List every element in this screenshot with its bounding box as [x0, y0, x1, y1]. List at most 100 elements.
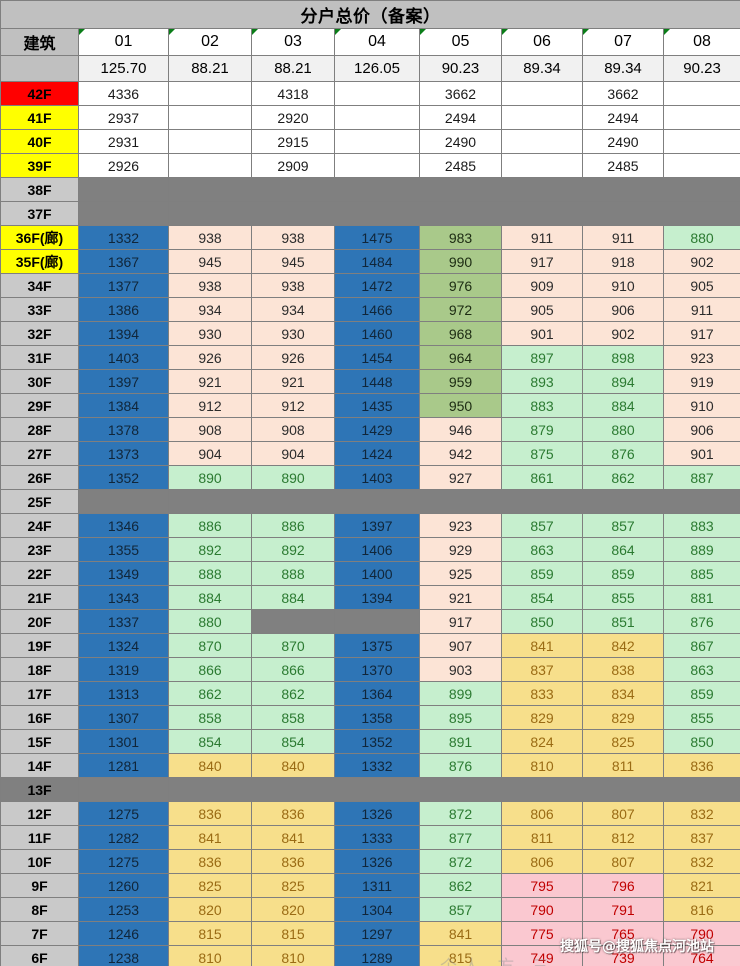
price-cell-22F-06[interactable]: 859 [501, 561, 583, 586]
floor-label-9F[interactable]: 9F [0, 873, 79, 898]
column-header-04[interactable]: 04 [334, 28, 420, 56]
price-cell-32F-06[interactable]: 901 [501, 321, 583, 346]
price-cell-33F-04[interactable]: 1466 [334, 297, 420, 322]
price-cell-24F-06[interactable]: 857 [501, 513, 583, 538]
price-cell-33F-05[interactable]: 972 [419, 297, 502, 322]
price-cell-8F-07[interactable]: 791 [582, 897, 664, 922]
price-cell-8F-04[interactable]: 1304 [334, 897, 420, 922]
price-cell-7F-03[interactable]: 815 [251, 921, 335, 946]
price-cell-11F-03[interactable]: 841 [251, 825, 335, 850]
price-cell-35F(廊)-05[interactable]: 990 [419, 249, 502, 274]
price-cell-10F-02[interactable]: 836 [168, 849, 252, 874]
column-header-03[interactable]: 03 [251, 28, 335, 56]
price-cell-12F-07[interactable]: 807 [582, 801, 664, 826]
floor-label-6F[interactable]: 6F [0, 945, 79, 966]
price-cell-9F-08[interactable]: 821 [662, 873, 740, 898]
price-cell-16F-04[interactable]: 1358 [334, 705, 420, 730]
price-cell-41F-08[interactable] [662, 105, 740, 130]
price-cell-21F-02[interactable]: 884 [168, 585, 252, 610]
price-cell-30F-06[interactable]: 893 [501, 369, 583, 394]
price-cell-31F-02[interactable]: 926 [168, 345, 252, 370]
floor-label-21F[interactable]: 21F [0, 585, 79, 610]
floor-label-41F[interactable]: 41F [0, 105, 79, 130]
price-cell-23F-04[interactable]: 1406 [334, 537, 420, 562]
price-cell-36F(廊)-03[interactable]: 938 [251, 225, 335, 250]
price-cell-27F-03[interactable]: 904 [251, 441, 335, 466]
price-cell-31F-04[interactable]: 1454 [334, 345, 420, 370]
floor-label-19F[interactable]: 19F [0, 633, 79, 658]
price-cell-18F-01[interactable]: 1319 [78, 657, 169, 682]
price-cell-28F-03[interactable]: 908 [251, 417, 335, 442]
floor-label-37F[interactable]: 37F [0, 201, 79, 226]
price-cell-32F-02[interactable]: 930 [168, 321, 252, 346]
price-cell-23F-06[interactable]: 863 [501, 537, 583, 562]
price-cell-14F-04[interactable]: 1332 [334, 753, 420, 778]
price-cell-20F-02[interactable]: 880 [168, 609, 252, 634]
price-cell-14F-08[interactable]: 836 [662, 753, 740, 778]
price-cell-19F-05[interactable]: 907 [419, 633, 502, 658]
price-cell-36F(廊)-05[interactable]: 983 [419, 225, 502, 250]
price-cell-26F-03[interactable]: 890 [251, 465, 335, 490]
price-cell-40F-01[interactable]: 2931 [78, 129, 169, 154]
floor-label-17F[interactable]: 17F [0, 681, 79, 706]
price-cell-28F-02[interactable]: 908 [168, 417, 252, 442]
price-cell-12F-04[interactable]: 1326 [334, 801, 420, 826]
price-cell-29F-05[interactable]: 950 [419, 393, 502, 418]
price-cell-36F(廊)-08[interactable]: 880 [662, 225, 740, 250]
price-cell-36F(廊)-07[interactable]: 911 [582, 225, 664, 250]
price-cell-15F-06[interactable]: 824 [501, 729, 583, 754]
price-cell-27F-08[interactable]: 901 [662, 441, 740, 466]
price-cell-27F-07[interactable]: 876 [582, 441, 664, 466]
price-cell-6F-02[interactable]: 810 [168, 945, 252, 966]
price-cell-6F-03[interactable]: 810 [251, 945, 335, 966]
price-cell-21F-05[interactable]: 921 [419, 585, 502, 610]
price-cell-42F-01[interactable]: 4336 [78, 81, 169, 106]
price-cell-12F-08[interactable]: 832 [662, 801, 740, 826]
price-cell-34F-02[interactable]: 938 [168, 273, 252, 298]
price-cell-23F-05[interactable]: 929 [419, 537, 502, 562]
price-cell-10F-04[interactable]: 1326 [334, 849, 420, 874]
price-cell-23F-07[interactable]: 864 [582, 537, 664, 562]
price-cell-40F-05[interactable]: 2490 [419, 129, 502, 154]
price-cell-35F(廊)-08[interactable]: 902 [662, 249, 740, 274]
price-cell-21F-01[interactable]: 1343 [78, 585, 169, 610]
price-cell-17F-08[interactable]: 859 [662, 681, 740, 706]
price-cell-34F-07[interactable]: 910 [582, 273, 664, 298]
price-cell-16F-01[interactable]: 1307 [78, 705, 169, 730]
price-cell-35F(廊)-03[interactable]: 945 [251, 249, 335, 274]
price-cell-17F-03[interactable]: 862 [251, 681, 335, 706]
price-cell-34F-03[interactable]: 938 [251, 273, 335, 298]
price-cell-15F-02[interactable]: 854 [168, 729, 252, 754]
price-cell-42F-07[interactable]: 3662 [582, 81, 664, 106]
price-cell-6F-05[interactable]: 815 [419, 945, 502, 966]
price-cell-31F-08[interactable]: 923 [662, 345, 740, 370]
price-cell-41F-03[interactable]: 2920 [251, 105, 335, 130]
price-cell-17F-05[interactable]: 899 [419, 681, 502, 706]
price-cell-42F-06[interactable] [501, 81, 583, 106]
price-cell-33F-03[interactable]: 934 [251, 297, 335, 322]
floor-label-40F[interactable]: 40F [0, 129, 79, 154]
price-cell-34F-05[interactable]: 976 [419, 273, 502, 298]
price-cell-26F-05[interactable]: 927 [419, 465, 502, 490]
price-cell-15F-04[interactable]: 1352 [334, 729, 420, 754]
floor-label-15F[interactable]: 15F [0, 729, 79, 754]
price-cell-20F-06[interactable]: 850 [501, 609, 583, 634]
price-cell-8F-01[interactable]: 1253 [78, 897, 169, 922]
price-cell-31F-01[interactable]: 1403 [78, 345, 169, 370]
price-cell-32F-04[interactable]: 1460 [334, 321, 420, 346]
price-cell-39F-01[interactable]: 2926 [78, 153, 169, 178]
price-cell-26F-08[interactable]: 887 [662, 465, 740, 490]
price-cell-33F-02[interactable]: 934 [168, 297, 252, 322]
price-cell-17F-04[interactable]: 1364 [334, 681, 420, 706]
price-cell-21F-06[interactable]: 854 [501, 585, 583, 610]
price-cell-21F-08[interactable]: 881 [662, 585, 740, 610]
price-cell-7F-01[interactable]: 1246 [78, 921, 169, 946]
price-cell-27F-06[interactable]: 875 [501, 441, 583, 466]
price-cell-14F-07[interactable]: 811 [582, 753, 664, 778]
price-cell-29F-08[interactable]: 910 [662, 393, 740, 418]
floor-label-29F[interactable]: 29F [0, 393, 79, 418]
price-cell-29F-02[interactable]: 912 [168, 393, 252, 418]
floor-label-14F[interactable]: 14F [0, 753, 79, 778]
price-cell-24F-07[interactable]: 857 [582, 513, 664, 538]
price-cell-28F-06[interactable]: 879 [501, 417, 583, 442]
